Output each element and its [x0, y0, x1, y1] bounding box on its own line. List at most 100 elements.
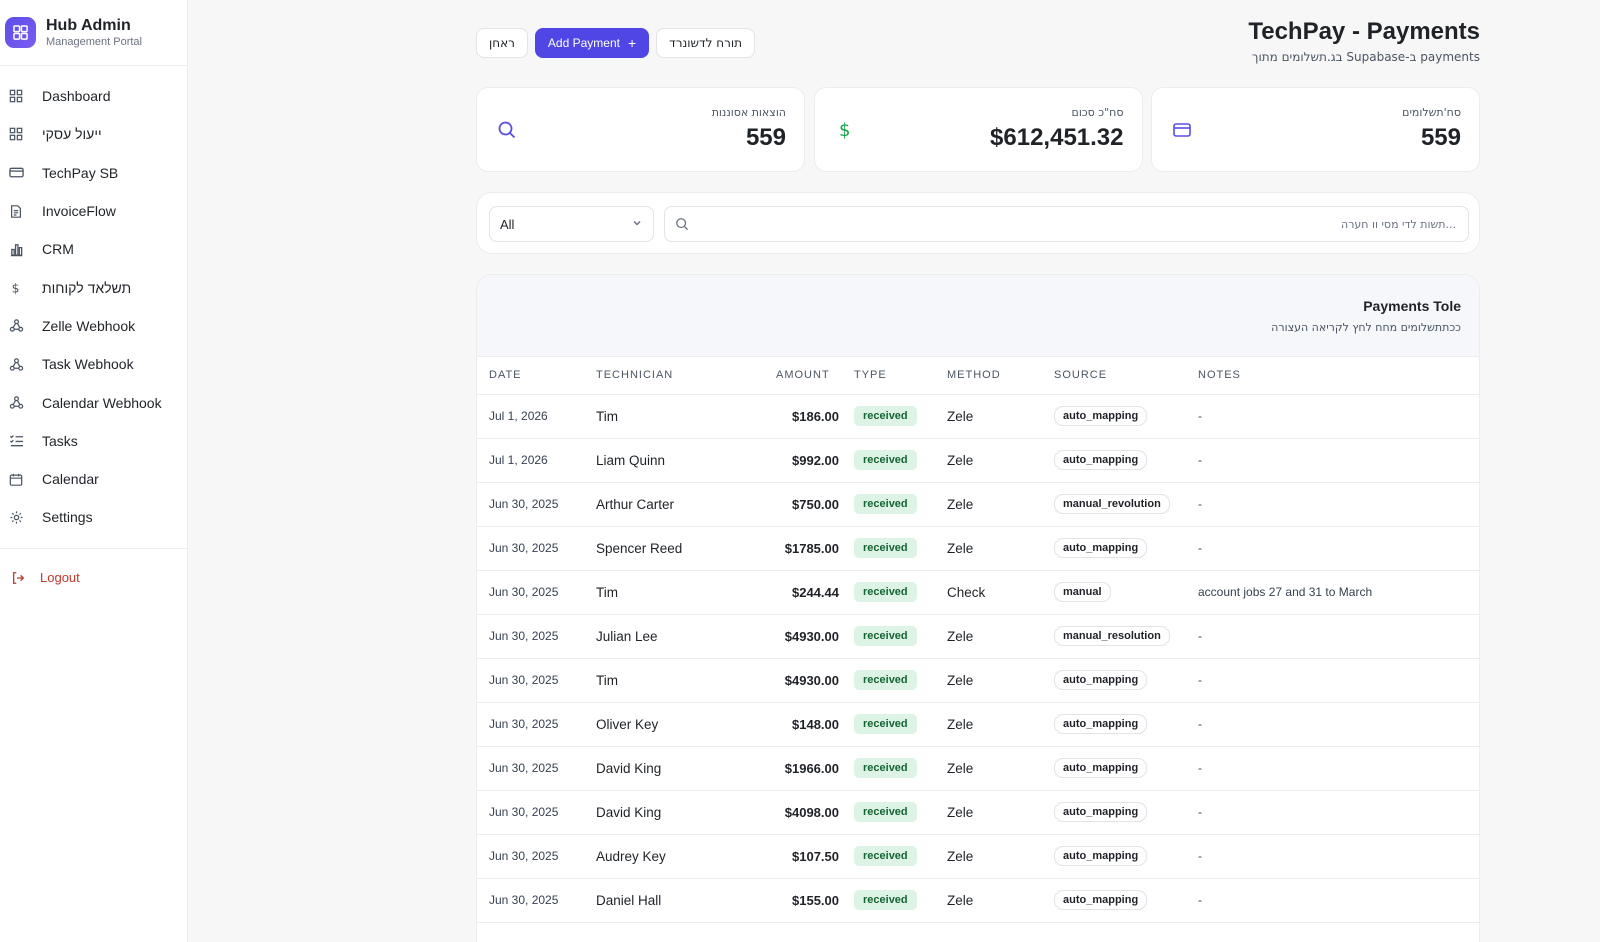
sidebar-item-label: תשלאד לקוחות — [42, 279, 132, 296]
stat-card-total: $ סח"כ סכום $612,451.32 — [813, 87, 1143, 172]
cell-method: Zele — [947, 409, 974, 424]
cell-method: Zele — [947, 893, 974, 908]
sidebar-item-tasks[interactable]: Tasks — [0, 422, 187, 460]
cell-date: Jun 30, 2025 — [489, 541, 559, 555]
cell-method: Check — [947, 585, 986, 600]
source-badge: auto_mapping — [1054, 450, 1148, 470]
cell-method: Zele — [947, 629, 974, 644]
search-input[interactable] — [665, 207, 1468, 241]
table-row[interactable]: Jun 30, 2025 Oliver Key $148.00 received Zel… — [477, 703, 1479, 747]
sidebar: Hub Admin Management Portal Dashboard ייע… — [0, 0, 188, 942]
page-subtitle: בג.תשלומים מתוך Supabase-ב payments — [1252, 50, 1480, 64]
sidebar-item-task-webhook[interactable]: Task Webhook — [0, 345, 187, 383]
brand-logo-icon — [5, 17, 36, 48]
cell-method: Zele — [947, 717, 974, 732]
logout-icon — [10, 570, 26, 586]
sidebar-item-calendar[interactable]: Calendar — [0, 460, 187, 498]
grid-icon — [8, 88, 24, 104]
cell-method: Zele — [947, 805, 974, 820]
sidebar-item-techpay-sb[interactable]: TechPay SB — [0, 154, 187, 192]
sidebar-item-label: Dashboard — [42, 88, 111, 105]
table-row[interactable]: Jun 30, 2025 Julian Lee $4930.00 received Ze… — [477, 615, 1479, 659]
column-header-date[interactable]: DATE — [489, 369, 522, 381]
sidebar-item-label: Calendar — [42, 471, 99, 488]
cell-amount: $1966.00 — [784, 761, 839, 776]
list-check-icon — [8, 433, 24, 449]
sidebar-item-item-1[interactable]: ייעול עסקי — [0, 115, 187, 153]
sidebar-item-crm[interactable]: CRM — [0, 230, 187, 268]
table-row[interactable]: Jun 30, 2025 Tim $4930.00 received Zele auto_… — [477, 659, 1479, 703]
table-row[interactable]: Jul 1, 2026 Liam Quinn $992.00 received Zele… — [477, 439, 1479, 483]
add-payment-label: Add Payment — [547, 36, 620, 50]
table-row[interactable]: Jun 30, 2025 Arthur Carter $750.00 received… — [477, 483, 1479, 527]
column-header-notes[interactable]: NOTES — [1198, 369, 1241, 381]
cell-technician: Tim — [596, 673, 618, 688]
cell-method: Zele — [947, 497, 974, 512]
sidebar-item-label: TechPay SB — [42, 164, 119, 181]
sidebar-item-label: Tasks — [42, 432, 78, 449]
table-row[interactable]: Jun 30, 2025 David King $4098.00 received Ze… — [477, 791, 1479, 835]
cell-method: Zele — [947, 761, 974, 776]
cell-technician: David King — [596, 805, 662, 820]
status-badge: received — [854, 450, 917, 470]
table-columns: DATE TECHNICIAN AMOUNT TYPE METHOD SOURC… — [477, 357, 1479, 395]
brand: Hub Admin Management Portal — [0, 0, 187, 66]
cell-amount: $4930.00 — [784, 629, 839, 644]
sidebar-item-dashboard[interactable]: Dashboard — [0, 77, 187, 115]
table-row[interactable]: Jun 30, 2025 Audrey Key $107.50 received Zel… — [477, 835, 1479, 879]
type-filter-select[interactable]: All — [489, 206, 654, 242]
column-header-amount[interactable]: AMOUNT — [776, 369, 830, 381]
logout-button[interactable]: Logout — [0, 549, 187, 607]
stat-label: הוצאות אסוננות — [711, 106, 786, 119]
stat-value: 559 — [1420, 124, 1461, 151]
status-badge: received — [854, 802, 917, 822]
stat-value: $612,451.32 — [990, 124, 1124, 151]
cell-method: Zele — [947, 541, 974, 556]
sidebar-item-zelle-webhook[interactable]: Zelle Webhook — [0, 307, 187, 345]
table-row[interactable]: Jun 30, 2025 Daniel Hall $155.00 received Ze… — [477, 879, 1479, 923]
credit-card-icon — [8, 165, 24, 181]
source-badge: manual_revolution — [1054, 494, 1170, 514]
header-actions: ראחן Add Payment + תורח לדשונרד — [476, 28, 755, 58]
status-badge: received — [854, 890, 917, 910]
table-row[interactable]: Jun 30, 2025 Spencer Reed $1785.00 received… — [477, 527, 1479, 571]
column-header-method[interactable]: METHOD — [947, 369, 1001, 381]
sidebar-item-label: CRM — [42, 241, 74, 258]
table-row[interactable]: Jun 30, 2025 Tim $244.44 received Check manua… — [477, 571, 1479, 615]
dollar-icon: $ — [8, 280, 24, 296]
page-title: TechPay - Payments — [1248, 18, 1480, 45]
source-badge: auto_mapping — [1054, 846, 1148, 866]
cell-technician: Spencer Reed — [596, 541, 683, 556]
column-header-type[interactable]: TYPE — [854, 369, 887, 381]
cell-date: Jun 30, 2025 — [489, 761, 559, 775]
svg-text:$: $ — [839, 120, 850, 140]
status-badge: received — [854, 670, 917, 690]
filter-bar: All — [476, 192, 1480, 254]
cell-method: Zele — [947, 673, 974, 688]
column-header-technician[interactable]: TECHNICIAN — [596, 369, 674, 381]
sidebar-item-invoiceflow[interactable]: InvoiceFlow — [0, 192, 187, 230]
back-to-dashboard-button[interactable]: תורח לדשונרד — [656, 28, 755, 58]
stat-value: 559 — [745, 124, 786, 151]
table-row[interactable]: Jun 30, 2025 David King $1966.00 received Ze… — [477, 747, 1479, 791]
source-badge: auto_mapping — [1054, 538, 1148, 558]
svg-text:$: $ — [12, 281, 20, 295]
cell-technician: David King — [596, 761, 662, 776]
cell-notes: - — [1198, 409, 1202, 423]
cell-notes: account jobs 27 and 31 to March — [1198, 585, 1373, 599]
source-badge: auto_mapping — [1054, 802, 1148, 822]
cell-date: Jun 30, 2025 — [489, 673, 559, 687]
sidebar-nav: Dashboard ייעול עסקי TechPay SB InvoiceFlow… — [0, 66, 187, 537]
sidebar-item-calendar-webhook[interactable]: Calendar Webhook — [0, 383, 187, 421]
stats-row: הוצאות אסוננות 559 $ סח"כ סכום $612,451.… — [476, 87, 1480, 172]
webhook-icon — [8, 318, 24, 334]
sidebar-item-settings[interactable]: Settings — [0, 498, 187, 536]
add-payment-button[interactable]: Add Payment + — [534, 28, 650, 58]
status-badge: received — [854, 582, 917, 602]
table-row[interactable]: Jul 1, 2026 Tim $186.00 received Zele auto_ma… — [477, 395, 1479, 439]
sidebar-item-item-5[interactable]: $ תשלאד לקוחות — [0, 268, 187, 306]
refresh-button[interactable]: ראחן — [476, 28, 528, 58]
column-header-source[interactable]: SOURCE — [1054, 369, 1108, 381]
sidebar-item-label: Calendar Webhook — [42, 394, 162, 411]
cell-date: Jun 30, 2025 — [489, 893, 559, 907]
